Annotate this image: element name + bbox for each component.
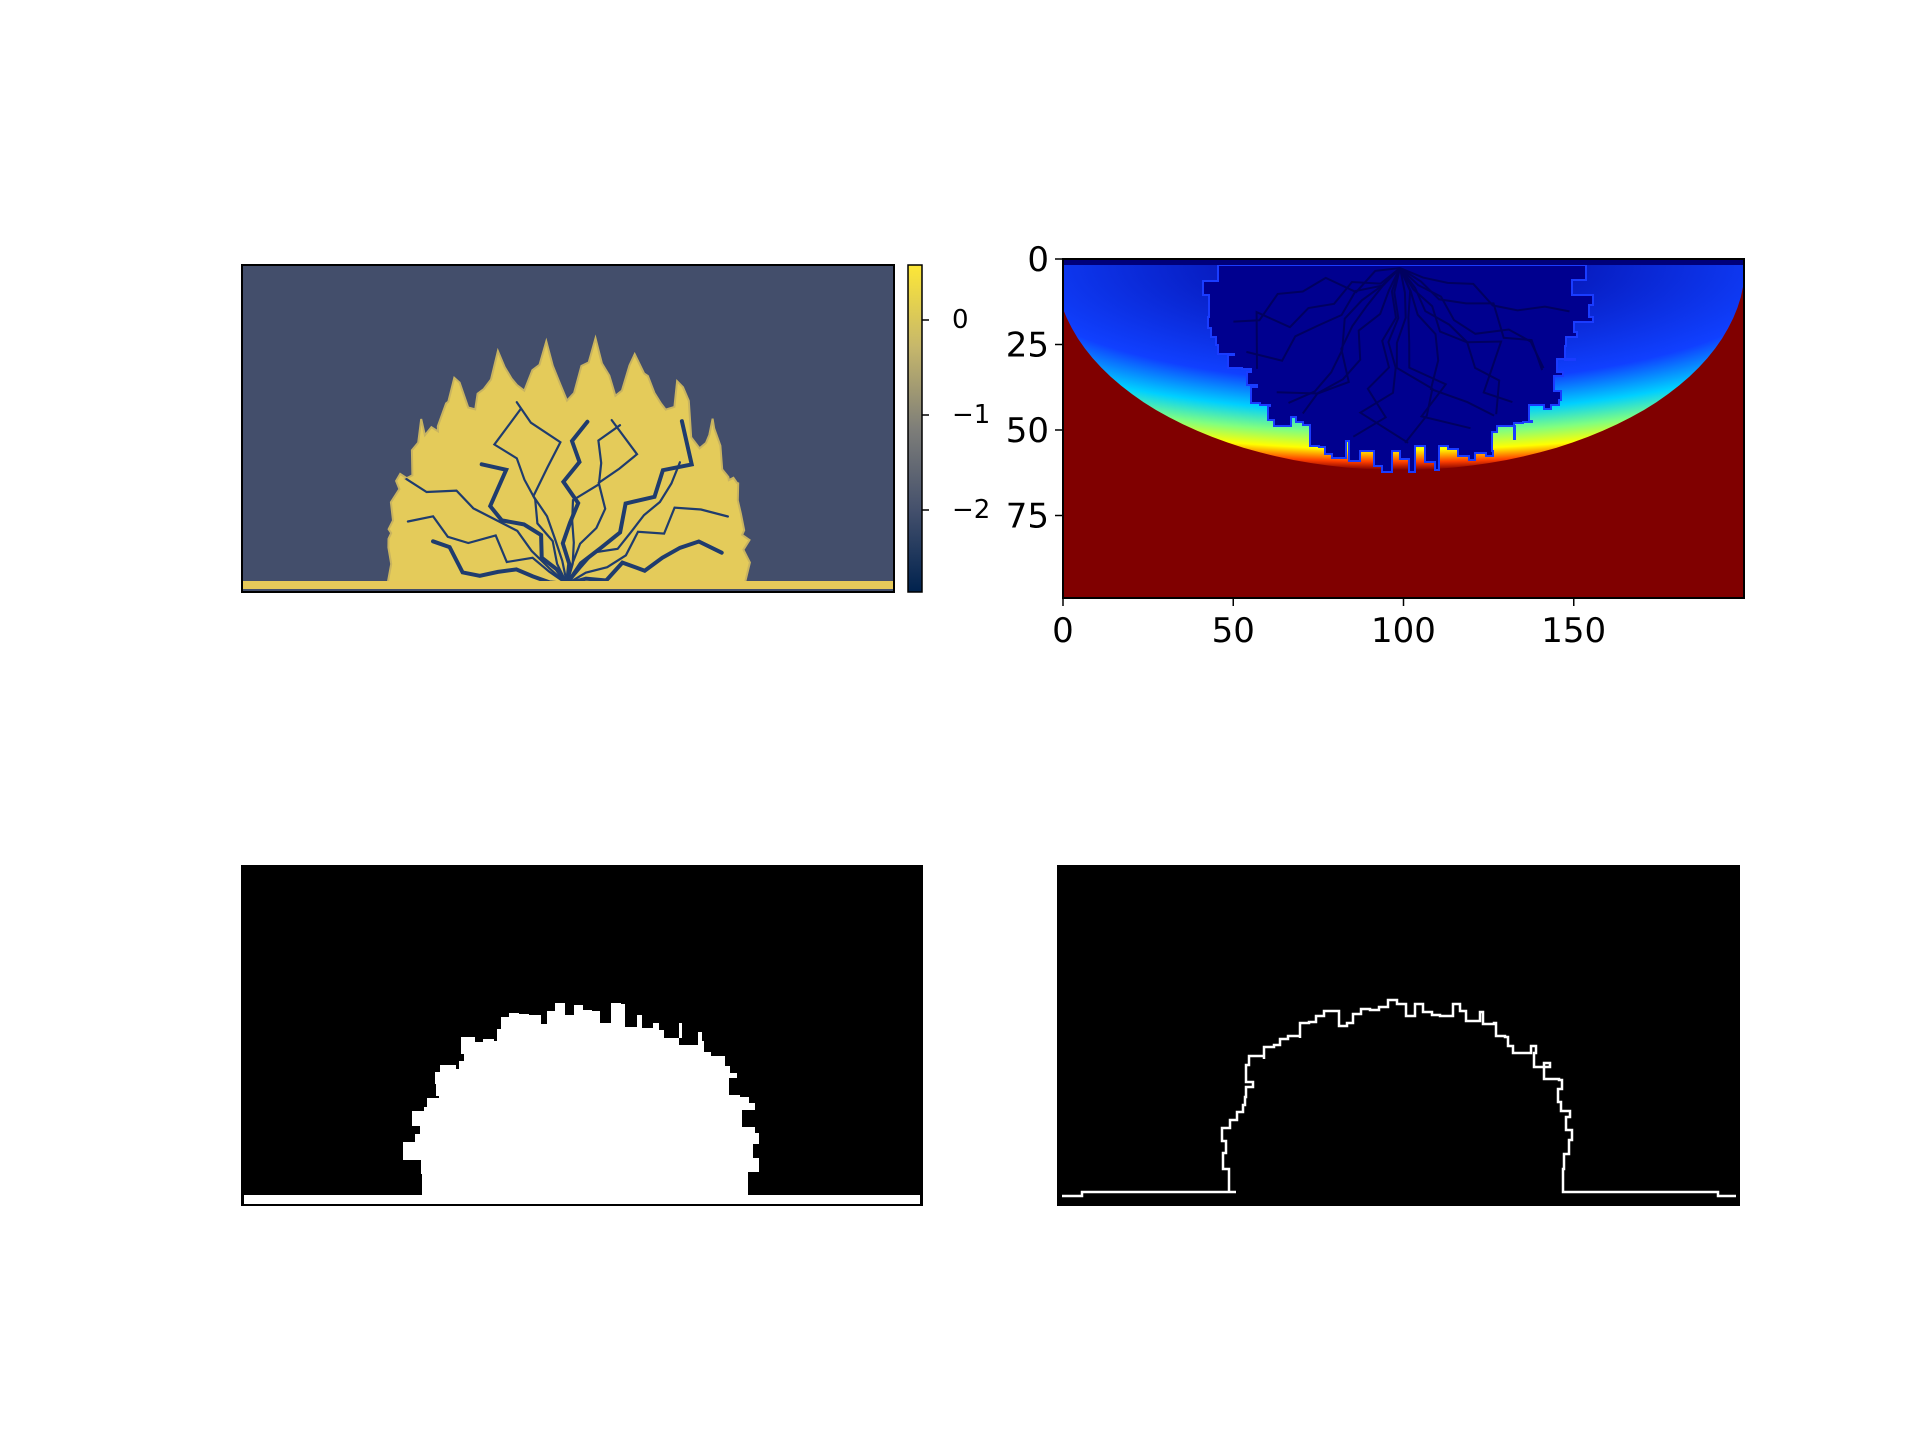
contour-background [1058,866,1739,1205]
heatmap-vein [1288,267,1401,404]
heatmap-vein [1399,267,1513,404]
heatmap-vein [1399,267,1544,371]
channel-branch [565,461,681,586]
heatmap-vein [1399,267,1570,313]
x-tick-label: 50 [1212,611,1255,651]
heatmap-vein [1255,267,1401,369]
colorbar-tick-label: −1 [952,400,990,430]
heatmap-vein [1352,267,1401,438]
heatmap-vein [1246,267,1401,362]
colorbar-tick-label: 0 [952,305,969,335]
mask-shape [403,1003,759,1196]
contour-frame [1057,865,1740,1206]
heatmap-vein [1301,267,1401,415]
heatmap-vein [1395,267,1434,444]
mask-baseline [244,1195,920,1204]
colorbar-tick-label: −2 [952,495,990,525]
y-tick-label: 25 [1006,326,1049,366]
channel-branch [560,419,590,586]
contour-line [1062,998,1736,1198]
heatmap-vein [1399,267,1495,417]
x-tick-label: 150 [1541,611,1606,651]
mask-frame [241,865,923,1206]
channel-branch [565,506,729,586]
contour-panel [1057,865,1740,1206]
colony-shape [386,334,751,585]
channel-branch [479,462,569,586]
colony-frame [241,264,895,593]
colorbar-ticks: 0 −1 −2 [922,305,990,525]
x-tick-label: 100 [1371,611,1436,651]
channel-branch [515,401,569,586]
colony-image-panel: 0 −1 −2 [241,264,990,593]
x-tick-label: 0 [1052,611,1074,651]
heatmap-vein [1276,267,1401,395]
heatmap-vein [1233,267,1401,323]
y-tick-label: 50 [1006,411,1049,451]
channel-branch [406,515,569,586]
y-tick-label: 75 [1006,497,1049,537]
heatmap-veins [1233,267,1570,444]
channel-branch [565,419,639,586]
channel-branch [405,478,569,586]
y-tick-label: 0 [1027,240,1049,280]
colony-channels [405,401,729,586]
channel-branch [565,539,724,586]
colony-baseline [242,581,894,589]
colorbar [907,264,923,593]
channel-branch [431,539,569,586]
y-axis-ticks: 0 25 50 75 [1006,240,1063,537]
binary-mask-panel [241,865,923,1206]
heatmap-vein [1358,267,1409,444]
heatmap-top-strip [1063,259,1744,265]
distance-heatmap-panel: 0 50 100 150 0 25 50 75 [1006,240,1745,651]
x-axis-ticks: 0 50 100 150 [1052,598,1606,651]
channel-branch [565,424,622,586]
heatmap-vein [1399,267,1471,430]
